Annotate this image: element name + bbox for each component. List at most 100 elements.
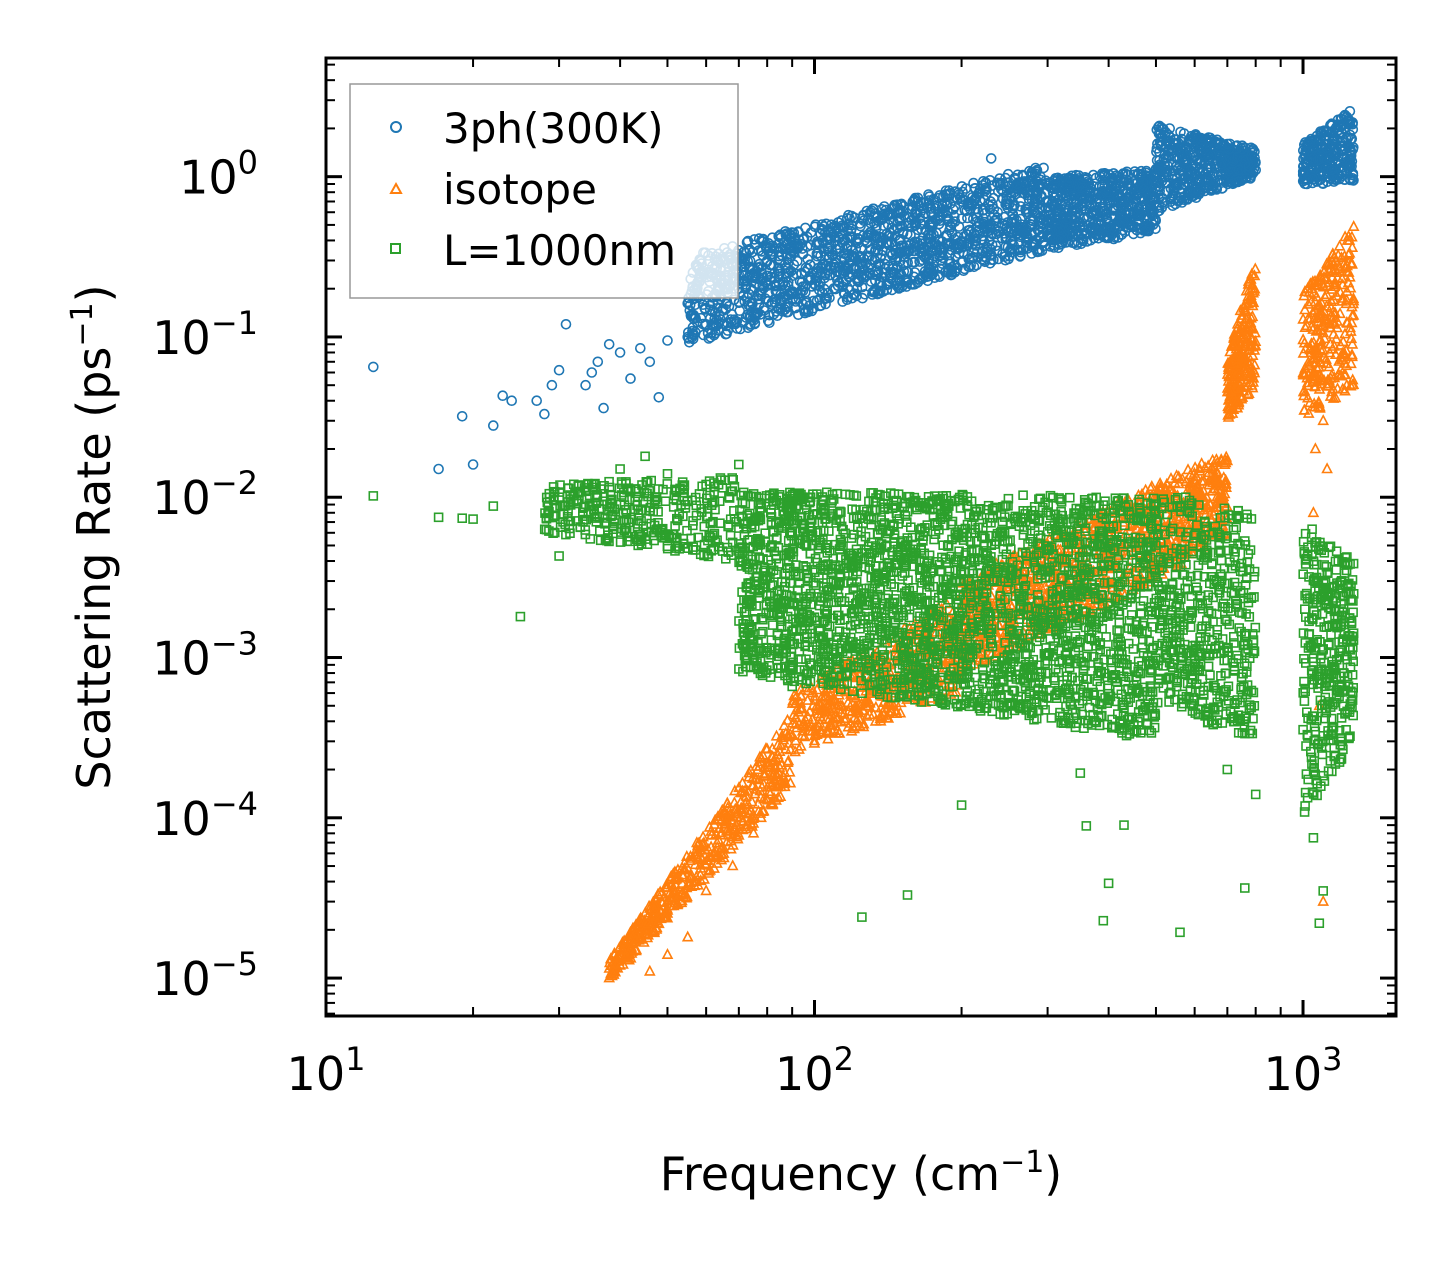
- data-point-circle: [1067, 190, 1079, 202]
- data-point-circle: [902, 257, 914, 268]
- data-point-circle: [840, 275, 852, 287]
- data-point-circle: [787, 288, 799, 299]
- data-point-circle: [963, 238, 975, 249]
- data-point-circle: [1026, 248, 1037, 259]
- data-point-circle: [866, 205, 878, 217]
- data-point-circle: [1215, 170, 1227, 181]
- data-point-circle: [940, 266, 951, 278]
- data-point-circle: [887, 263, 899, 275]
- data-point-circle: [699, 302, 711, 314]
- data-point-circle: [865, 276, 877, 287]
- data-point-circle: [1123, 222, 1134, 233]
- data-point-circle: [950, 250, 961, 262]
- data-point-circle: [753, 233, 765, 244]
- data-point-circle: [896, 281, 908, 293]
- data-point-circle: [1021, 187, 1033, 198]
- data-point-circle: [1132, 214, 1144, 226]
- data-point-circle: [926, 208, 938, 220]
- data-point-circle: [826, 222, 838, 234]
- data-point-circle: [1105, 175, 1117, 186]
- data-point-circle: [811, 266, 823, 278]
- data-point-circle: [896, 198, 907, 210]
- data-point-circle: [942, 216, 954, 227]
- data-point-circle: [844, 254, 856, 266]
- data-point-circle: [897, 206, 909, 217]
- data-point-circle: [1211, 139, 1223, 150]
- data-point-circle: [1144, 221, 1156, 232]
- data-point-circle: [1192, 188, 1204, 200]
- data-point-circle: [773, 277, 785, 289]
- data-point-circle: [913, 274, 925, 285]
- data-point-circle: [918, 202, 930, 214]
- data-point-circle: [841, 232, 853, 244]
- data-point-circle: [928, 250, 940, 262]
- data-point-circle: [846, 232, 858, 243]
- data-point-circle: [819, 293, 830, 305]
- data-point-circle: [1239, 158, 1251, 169]
- data-point-circle: [866, 289, 878, 300]
- data-point-circle: [1032, 207, 1044, 218]
- data-point-circle: [922, 270, 934, 282]
- data-point-circle: [859, 235, 871, 246]
- data-point-circle: [1152, 176, 1164, 188]
- data-point-circle: [813, 239, 825, 250]
- data-point-circle: [936, 203, 948, 215]
- data-point-circle: [1015, 219, 1027, 230]
- data-point-circle: [862, 250, 874, 262]
- data-point-circle: [820, 260, 831, 272]
- data-point-circle: [1165, 193, 1177, 205]
- data-point-circle: [684, 299, 696, 311]
- data-point-circle: [838, 287, 850, 299]
- data-point-circle: [802, 304, 814, 316]
- data-point-circle: [1006, 238, 1018, 250]
- data-point-circle: [1000, 172, 1011, 184]
- data-point-circle: [1001, 195, 1012, 207]
- data-point-circle: [871, 220, 882, 231]
- data-point-circle: [1176, 149, 1187, 160]
- data-point-circle: [753, 293, 764, 305]
- data-point-circle: [1053, 231, 1064, 242]
- data-point-circle: [842, 268, 854, 280]
- data-point-circle: [988, 192, 999, 204]
- data-point-circle: [1156, 202, 1168, 214]
- data-point-circle: [914, 246, 925, 257]
- data-point-circle: [973, 217, 985, 228]
- data-point-circle: [841, 243, 853, 254]
- data-point-circle: [819, 272, 830, 284]
- data-point-circle: [1094, 207, 1106, 219]
- data-point-circle: [1097, 201, 1108, 213]
- data-point-circle: [1064, 172, 1075, 184]
- data-point-circle: [1187, 163, 1199, 175]
- data-point-circle: [980, 177, 992, 189]
- data-point-circle: [1086, 223, 1097, 234]
- data-point-circle: [706, 327, 718, 339]
- data-point-circle: [1072, 237, 1084, 248]
- data-point-circle: [978, 204, 989, 216]
- data-point-circle: [925, 263, 936, 275]
- data-point-circle: [1206, 183, 1218, 194]
- data-point-circle: [1079, 172, 1091, 183]
- data-point-circle: [1108, 168, 1119, 179]
- data-point-circle: [939, 196, 951, 208]
- data-point-circle: [1089, 189, 1101, 200]
- data-point-circle: [780, 229, 792, 241]
- data-point-circle: [805, 259, 816, 271]
- data-point-circle: [812, 271, 823, 283]
- data-point-circle: [878, 285, 889, 297]
- data-point-circle: [1192, 154, 1203, 165]
- data-point-circle: [1195, 148, 1207, 160]
- data-point-circle: [802, 273, 814, 285]
- data-point-circle: [1240, 173, 1252, 184]
- data-point-circle: [909, 220, 921, 232]
- data-point-circle: [770, 280, 781, 292]
- data-point-circle: [1026, 167, 1038, 179]
- data-point-circle: [799, 287, 811, 298]
- data-point-circle: [967, 213, 979, 225]
- data-point-circle: [758, 302, 770, 314]
- data-point-circle: [836, 222, 848, 233]
- data-point-circle: [962, 212, 973, 224]
- data-point-circle: [1071, 206, 1083, 218]
- data-point-circle: [1118, 174, 1129, 185]
- data-point-circle: [1015, 201, 1026, 212]
- data-point-circle: [796, 276, 808, 288]
